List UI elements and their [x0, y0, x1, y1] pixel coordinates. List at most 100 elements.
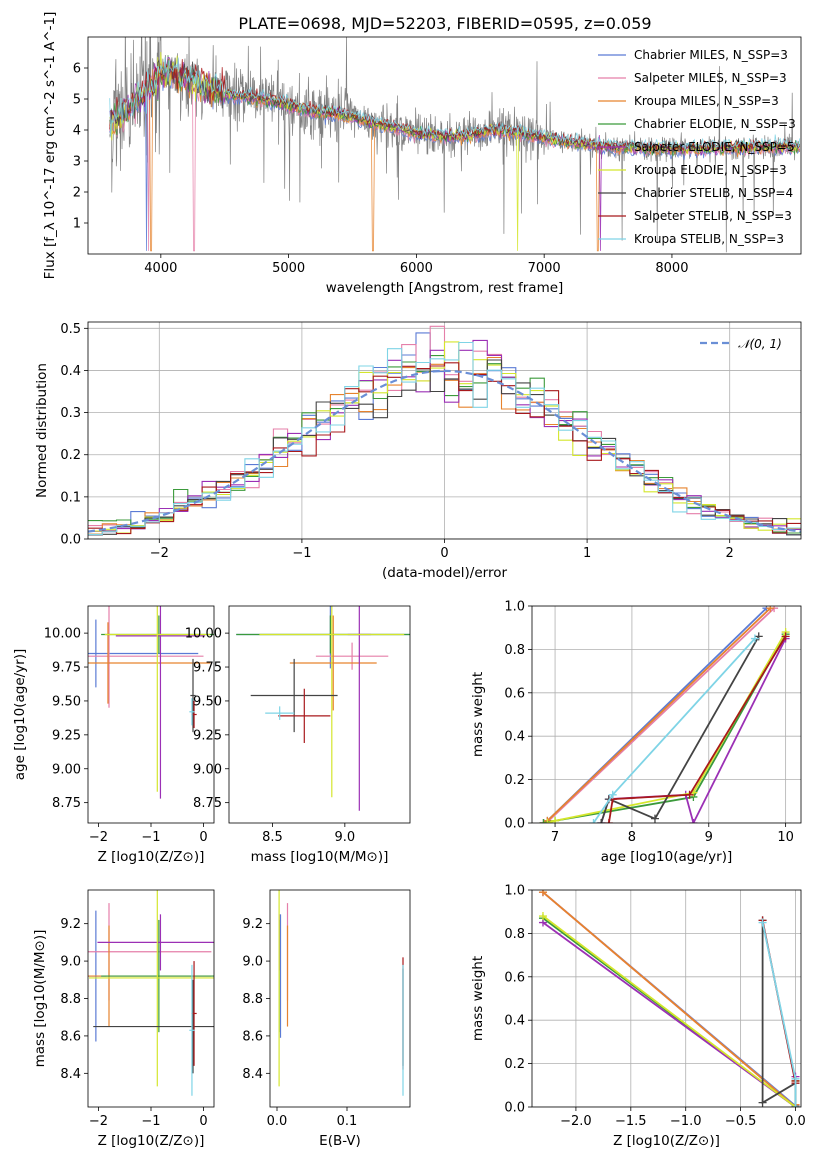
y-tick-label: 0.6 — [504, 686, 525, 701]
plot-area — [532, 606, 801, 823]
y-tick-label: 8.4 — [242, 1067, 263, 1082]
y-tick-label: 9.75 — [193, 661, 222, 676]
panel-1: 4000 5000 6000 7000 8000 1 2 3 4 5 6 wavelength [An… — [42, 12, 802, 296]
y-tick-label: 8.75 — [193, 796, 222, 811]
y-tick-label: 0.1 — [60, 490, 81, 505]
x-tick-label: 0 — [440, 546, 448, 561]
x-tick-label: 7 — [551, 830, 559, 845]
y-tick-label: 0.0 — [60, 533, 81, 548]
y-tick-label: 3 — [73, 155, 81, 170]
axes-frame — [87, 605, 215, 824]
legend-label: Salpeter MILES, N_SSP=3 — [634, 71, 787, 85]
x-tick-label: 9.0 — [334, 830, 355, 845]
x-tick-label: 8000 — [655, 261, 688, 276]
y-tick-label: 8.4 — [60, 1067, 81, 1082]
x-tick-label: 5000 — [272, 261, 305, 276]
y-tick-label: 9.25 — [193, 728, 222, 743]
y-tick-label: 0.8 — [504, 643, 525, 658]
weight-marker — [791, 1103, 800, 1107]
x-tick-label: −1.5 — [615, 1114, 647, 1129]
error-bar-point — [93, 979, 214, 1074]
error-bar-point — [88, 622, 211, 704]
y-tick-label: 0.2 — [504, 773, 525, 788]
x-axis-label: Z [log10(Z/Z⊙)] — [98, 849, 205, 865]
x-axis-label: age [log10(age/yr)] — [601, 849, 733, 865]
axes-frame — [531, 889, 802, 1108]
legend-label: 𝒩(0, 1) — [738, 337, 782, 351]
y-tick-label: 0.8 — [504, 927, 525, 942]
weight-marker — [650, 814, 659, 823]
x-tick-label: 8.5 — [262, 830, 283, 845]
x-tick-label: −2 — [89, 830, 108, 845]
x-tick-label: −2 — [150, 546, 169, 561]
error-bar-point — [265, 706, 295, 720]
legend-label: Kroupa MILES, N_SSP=3 — [634, 94, 779, 108]
weight-marker — [589, 819, 598, 823]
error-bar-point — [88, 619, 199, 688]
x-tick-label: 6000 — [400, 261, 433, 276]
error-bar-point — [250, 658, 338, 733]
panel-8: −2.0 −1.5 −1.0 −0.5 0.0 0.0 0.2 0.4 0.6 0.8 1.0 Z [… — [470, 884, 806, 1150]
x-tick-label: 1 — [583, 546, 591, 561]
x-tick-label: 4000 — [144, 261, 177, 276]
weight-line — [543, 633, 787, 823]
x-axis-label: mass [log10(M/M⊙)] — [251, 849, 389, 865]
weight-line — [543, 607, 768, 823]
weight-line — [608, 635, 787, 823]
weight-marker — [608, 790, 617, 799]
axes-frame — [87, 36, 802, 255]
y-tick-label: 8.75 — [52, 796, 81, 811]
y-tick-label: 1.0 — [504, 600, 525, 615]
y-axis-label: age [log10(age/yr)] — [12, 649, 28, 781]
y-tick-label: 1.0 — [504, 884, 525, 899]
y-tick-label: 8.6 — [60, 1029, 81, 1044]
y-tick-label: 9.75 — [52, 661, 81, 676]
x-tick-label: 0 — [199, 1114, 207, 1129]
weight-marker — [604, 819, 613, 823]
weight-line — [542, 915, 797, 1107]
y-tick-label: 0.3 — [60, 406, 81, 421]
error-bar-point — [97, 914, 214, 971]
y-tick-label: 9.2 — [242, 917, 263, 932]
axes-frame — [87, 889, 215, 1108]
axes-frame — [87, 321, 802, 540]
residual-histogram — [88, 359, 801, 536]
y-tick-label: 10.00 — [44, 627, 81, 642]
y-tick-label: 9.0 — [242, 955, 263, 970]
x-tick-label: 0.1 — [337, 1114, 358, 1129]
error-bar-point — [115, 606, 206, 799]
y-tick-label: 9.2 — [60, 917, 81, 932]
plot-area — [88, 322, 801, 539]
y-tick-label: 9.50 — [52, 694, 81, 709]
y-tick-label: 0.0 — [504, 1101, 525, 1116]
plot-area — [532, 890, 801, 1107]
panel-4: 8.5 9.0 8.75 9.00 9.25 9.50 9.75 10.00 mass [log… — [185, 605, 411, 865]
error-bar-point — [289, 615, 377, 711]
weight-marker — [750, 634, 759, 643]
x-tick-label: −1 — [292, 546, 311, 561]
x-tick-label: −1 — [141, 1114, 160, 1129]
weight-marker — [551, 816, 560, 823]
x-tick-label: −2 — [89, 1114, 108, 1129]
weight-marker — [538, 912, 547, 921]
weight-marker — [791, 1074, 800, 1083]
weight-line — [600, 635, 760, 823]
error-bar-point — [278, 688, 331, 743]
y-tick-label: 10.00 — [185, 627, 222, 642]
y-tick-label: 9.50 — [193, 694, 222, 709]
residual-histogram — [88, 341, 801, 534]
error-bar-point — [101, 919, 214, 1033]
error-bar-point — [104, 606, 210, 792]
weight-marker — [538, 890, 547, 897]
plot-area — [278, 890, 404, 1096]
y-tick-label: 0.6 — [504, 970, 525, 985]
weight-line — [542, 891, 797, 1107]
y-tick-label: 1 — [73, 217, 81, 232]
plot-area — [88, 890, 214, 1096]
x-tick-label: −0.5 — [725, 1114, 757, 1129]
panel-6: −2 −1 0 8.4 8.6 8.8 9.0 9.2 Z [log10(Z/Z⊙)] mass … — [32, 889, 215, 1149]
y-tick-label: 9.00 — [193, 762, 222, 777]
y-axis-label: Flux [f_λ 10^-17 erg cm^-2 s^-1 A^-1] — [42, 12, 58, 280]
panel-3: −2 −1 0 8.75 9.00 9.25 9.50 9.75 10.00 Z [log10(Z… — [12, 605, 215, 865]
